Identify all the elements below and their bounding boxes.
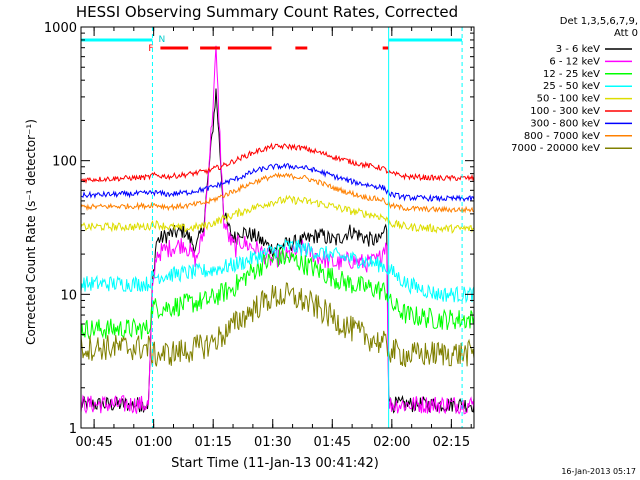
legend-entry-label: 800 - 7000 keV xyxy=(524,131,600,142)
series-line-8 xyxy=(80,172,475,214)
series-line-7 xyxy=(80,162,475,203)
series-line-3 xyxy=(80,247,475,341)
generation-timestamp: 16-Jan-2013 05:17 xyxy=(561,467,636,476)
plot-area: NF 1 10 100 1000 00:45 01:00 01:15 01:30 01:45 02:… xyxy=(44,21,475,450)
legend-entry-label: 7000 - 20000 keV xyxy=(511,143,600,154)
y-tick-label: 100 xyxy=(52,155,77,170)
x-tick-label: 02:00 xyxy=(373,435,410,450)
legend-entry-label: 100 - 300 keV xyxy=(530,106,600,117)
flare-flag-label: F xyxy=(148,44,153,54)
legend-entry-label: 300 - 800 keV xyxy=(530,118,600,129)
legend-header-line: Det 1,3,5,6,7,9, xyxy=(560,16,638,27)
series-line-4 xyxy=(80,238,475,304)
series-line-6 xyxy=(80,142,475,184)
legend-entry-label: 50 - 100 keV xyxy=(537,94,601,105)
night-flag-label: N xyxy=(158,35,165,45)
y-tick-label: 10 xyxy=(60,288,77,303)
chart-title: HESSI Observing Summary Count Rates, Cor… xyxy=(76,3,458,21)
x-axis-label: Start Time (11-Jan-13 00:41:42) xyxy=(171,456,379,471)
legend-header-line: Att 0 xyxy=(614,28,638,39)
legend-entry-label: 6 - 12 keV xyxy=(549,56,600,67)
legend-entry-label: 25 - 50 keV xyxy=(543,81,600,92)
y-tick-label: 1000 xyxy=(44,21,77,36)
series-line-2 xyxy=(80,45,475,415)
series-line-9 xyxy=(80,282,475,368)
x-tick-label: 01:45 xyxy=(314,435,351,450)
plot-frame xyxy=(80,26,475,429)
y-axis-label: Corrected Count Rate (s⁻¹ detector⁻¹) xyxy=(24,119,38,345)
x-tick-label: 00:45 xyxy=(75,435,112,450)
x-tick-label: 02:15 xyxy=(433,435,470,450)
legend-entry-label: 3 - 6 keV xyxy=(556,44,600,55)
x-tick-label: 01:00 xyxy=(135,435,172,450)
series-line-5 xyxy=(80,194,475,234)
y-tick-label: 1 xyxy=(69,422,77,437)
legend-entry-label: 12 - 25 keV xyxy=(543,69,600,80)
x-tick-label: 01:15 xyxy=(194,435,231,450)
x-tick-label: 01:30 xyxy=(254,435,291,450)
